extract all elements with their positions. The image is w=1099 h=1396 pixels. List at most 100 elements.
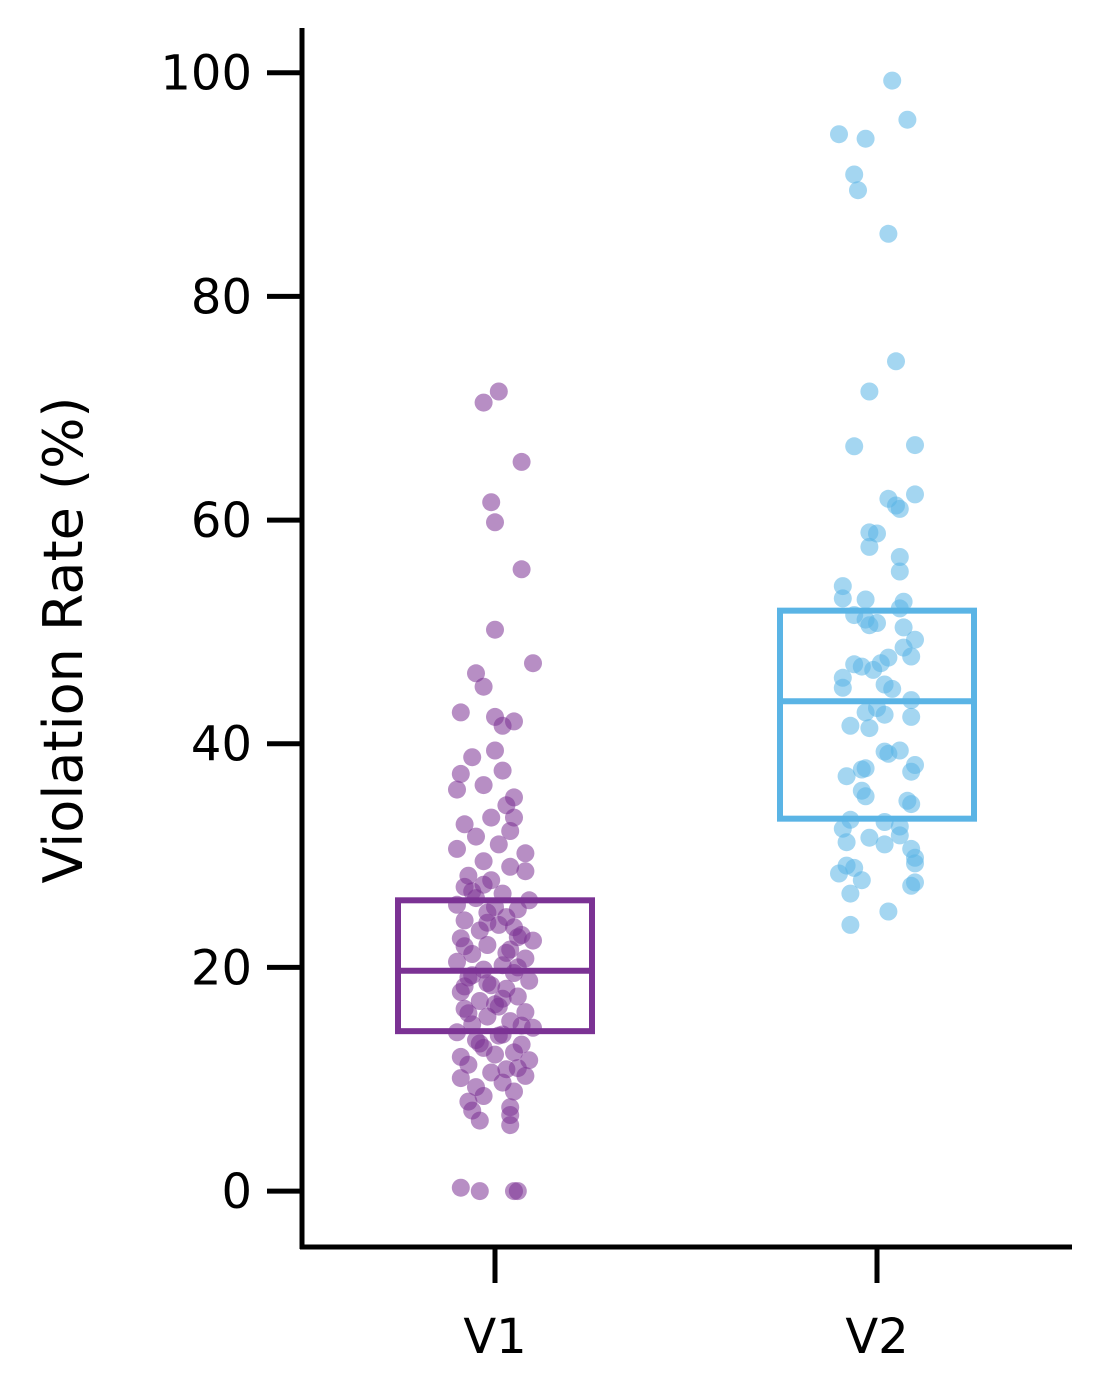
data-point-v1 [508,928,527,947]
data-point-v1 [451,764,470,783]
box-v2 [777,607,977,822]
data-point-v1 [448,780,466,799]
data-point-v1 [486,741,504,760]
data-point-v1 [482,808,501,827]
data-point-v2 [906,854,924,873]
data-point-v1 [505,1082,523,1101]
data-point-v2 [833,589,852,608]
data-point-v1 [455,815,474,834]
data-point-v1 [508,1182,527,1201]
data-point-v2 [860,828,879,847]
y-tick-label: 60 [191,493,252,549]
data-point-v1 [467,827,485,846]
data-point-v2 [830,864,848,883]
data-point-v1 [474,1087,493,1105]
data-point-v1 [451,703,470,722]
data-point-v1 [501,1116,520,1135]
x-tick-label-v2: V2 [845,1309,908,1365]
data-point-v1 [463,748,482,767]
data-point-v2 [864,660,883,679]
data-point-v2 [906,485,924,504]
data-point-v2 [887,352,905,371]
data-point-v2 [856,590,875,609]
data-point-v1 [451,1069,470,1088]
x-tick-label-v1: V1 [463,1309,526,1365]
data-point-v1 [493,716,512,735]
data-point-v1 [489,997,508,1016]
data-point-v1 [455,937,474,956]
data-point-v2 [868,524,886,543]
data-point-v1 [470,992,489,1010]
data-point-v1 [467,664,485,683]
data-point-v2 [860,537,879,556]
data-point-v1 [470,1111,489,1130]
data-point-v1 [478,974,497,993]
data-point-v2 [841,716,860,735]
data-point-v1 [455,911,474,930]
data-point-v1 [516,844,535,863]
data-point-v1 [474,677,493,696]
data-point-v2 [860,616,879,635]
data-point-v2 [830,125,848,144]
data-point-v1 [486,620,504,639]
data-point-v2 [856,787,875,806]
data-point-v2 [890,499,909,518]
data-point-v1 [459,1004,478,1023]
y-tick-label: 0 [221,1164,252,1220]
y-tick-label: 40 [191,717,252,773]
data-point-v2 [875,835,894,854]
data-point-v2 [845,437,864,456]
data-point-v1 [508,987,527,1006]
y-tick-label: 80 [191,269,252,325]
data-point-v2 [837,767,856,786]
data-point-v2 [837,833,856,852]
data-point-v1 [505,1043,523,1062]
data-point-v1 [489,382,508,401]
data-point-v2 [833,678,852,697]
data-point-v1 [451,1178,470,1197]
data-point-v1 [474,393,493,412]
data-point-v2 [883,71,902,90]
y-tick-label: 100 [160,46,252,102]
data-point-v1 [455,977,474,996]
data-point-v1 [516,1003,535,1022]
data-point-v2 [852,760,871,779]
y-tick-label: 20 [191,940,252,996]
data-point-v2 [856,129,875,148]
data-point-v2 [883,679,902,698]
data-point-v2 [860,719,879,738]
data-point-v1 [524,654,542,673]
data-point-v1 [501,857,520,876]
data-point-v2 [898,110,917,129]
data-point-v2 [849,181,867,200]
data-point-v2 [879,902,898,921]
data-point-v1 [474,875,493,894]
data-point-v1 [520,971,539,990]
data-point-v1 [448,952,466,971]
data-point-v1 [486,513,504,532]
data-point-v1 [478,936,497,954]
data-point-v2 [845,165,864,184]
data-point-v1 [474,852,493,871]
box-plots [395,607,977,1035]
data-point-v2 [841,915,860,934]
box-v1 [395,897,595,1035]
data-point-v1 [459,1055,478,1074]
data-point-v2 [875,705,894,724]
data-point-v2 [890,826,909,845]
data-point-v1 [501,822,520,840]
data-point-v1 [486,1045,504,1064]
data-point-v2 [902,707,921,726]
data-point-v2 [833,819,852,838]
data-point-v2 [852,871,871,890]
data-point-v1 [524,931,542,950]
data-point-v2 [841,884,860,903]
data-point-v1 [478,913,497,932]
data-point-v2 [879,224,898,243]
data-point-v1 [493,761,512,780]
data-point-v2 [860,382,879,401]
data-point-v2 [890,562,909,581]
axes: 0 20 40 60 80 100 V1 V2 [160,28,1072,1365]
data-point-v1 [516,862,535,881]
y-axis-title: Violation Rate (%) [32,397,95,884]
